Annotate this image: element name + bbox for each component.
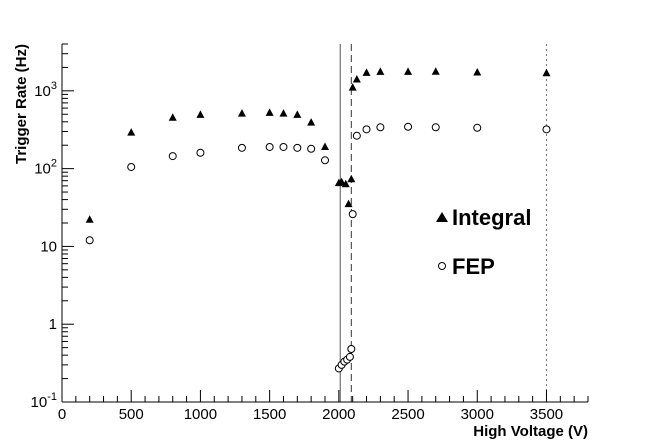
fep-point: [85, 236, 94, 245]
x-tick-label: 1000: [184, 406, 217, 423]
fep-point: [237, 143, 246, 152]
fep-point: [352, 131, 361, 140]
fep-point: [321, 156, 329, 165]
integral-point: [344, 199, 353, 208]
integral-point: [321, 142, 329, 150]
axis-ticks: 0 500 1000 1500 2000 2500 3000 3500 10-1 1 10 102 10…: [31, 43, 589, 423]
legend-label-fep: FEP: [452, 254, 495, 279]
fep-point: [345, 352, 354, 361]
y-tick-label: 10: [40, 238, 57, 255]
reference-lines: [339, 44, 547, 402]
integral-point: [404, 67, 413, 75]
integral-point: [352, 74, 361, 83]
legend-marker-integral: [436, 212, 448, 222]
integral-point: [347, 174, 356, 183]
x-axis-title: High Voltage (V): [473, 423, 588, 440]
integral-point: [431, 67, 440, 75]
fep-point: [404, 122, 413, 131]
integral-point: [376, 67, 385, 75]
integral-point: [168, 113, 177, 121]
fep-point: [196, 148, 205, 157]
fep-point: [542, 125, 551, 134]
x-tick-label: 3500: [530, 406, 563, 423]
x-tick-label: 0: [58, 406, 66, 423]
x-tick-label: 2000: [322, 406, 355, 423]
x-tick-label: 2500: [391, 406, 424, 423]
y-tick-label: 1: [49, 316, 57, 333]
legend-marker-fep: [438, 262, 446, 270]
integral-point: [362, 68, 371, 76]
integral-point: [293, 110, 302, 118]
fep-point: [473, 123, 482, 132]
integral-point: [85, 215, 94, 223]
x-tick-label: 3000: [461, 406, 494, 423]
fep-point: [279, 142, 288, 151]
legend: Integral FEP: [436, 205, 531, 279]
y-axis-title: Trigger Rate (Hz): [13, 44, 30, 164]
x-tick-label: 1500: [253, 406, 286, 423]
fep-point: [362, 125, 371, 134]
fep-point: [293, 143, 302, 152]
integral-point: [341, 179, 350, 188]
fep-point: [376, 123, 385, 132]
integral-point: [127, 128, 136, 136]
fep-point: [431, 123, 440, 132]
y-tick-label: 102: [34, 158, 57, 178]
integral-point: [542, 68, 551, 77]
fep-point: [348, 210, 357, 219]
integral-point: [265, 108, 274, 116]
fep-point: [168, 152, 177, 161]
x-tick-label: 500: [119, 406, 144, 423]
fep-point: [265, 142, 274, 151]
integral-point: [348, 83, 357, 91]
integral-point: [279, 109, 288, 117]
fep-point: [347, 345, 356, 354]
fep-point: [307, 144, 316, 153]
integral-point: [307, 118, 316, 126]
y-tick-label: 10-1: [31, 391, 57, 411]
integral-point: [473, 68, 482, 76]
integral-point: [337, 177, 346, 186]
integral-point: [196, 110, 205, 118]
data-points: [85, 67, 551, 373]
legend-label-integral: Integral: [452, 205, 531, 230]
fep-point: [127, 162, 136, 171]
integral-point: [237, 109, 246, 117]
y-tick-label: 103: [34, 80, 57, 100]
